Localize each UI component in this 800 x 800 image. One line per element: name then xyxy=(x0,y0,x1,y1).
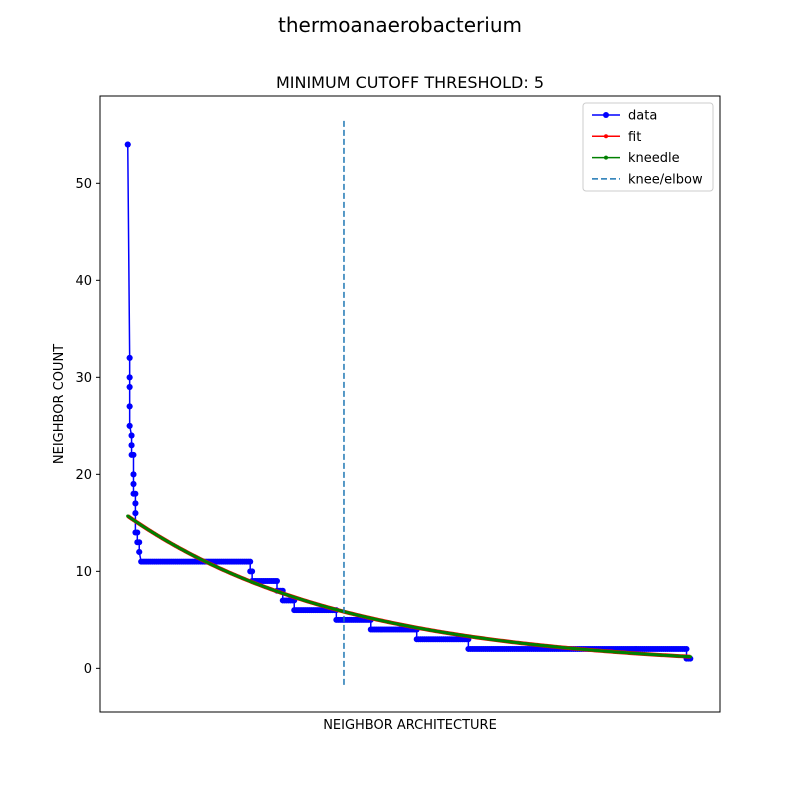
data-point xyxy=(126,354,133,361)
data-point xyxy=(132,490,139,497)
legend-marker xyxy=(603,112,609,118)
y-tick-label: 10 xyxy=(75,565,92,580)
legend-marker xyxy=(604,155,608,160)
x-axis-label: NEIGHBOR ARCHITECTURE xyxy=(323,718,497,733)
data-point xyxy=(136,548,143,555)
legend-label: knee/elbow xyxy=(628,172,703,187)
data-point xyxy=(274,578,281,585)
data-series-line xyxy=(127,144,691,660)
y-tick-label: 40 xyxy=(75,274,92,289)
y-tick-label: 50 xyxy=(75,177,92,192)
figure-title: thermoanaerobacterium xyxy=(278,13,522,37)
legend-label: fit xyxy=(628,130,641,145)
plot-area xyxy=(124,118,694,685)
data-point xyxy=(128,432,135,439)
data-point xyxy=(683,645,690,652)
y-tick-label: 0 xyxy=(84,662,92,677)
legend-label: data xyxy=(628,109,657,124)
data-point xyxy=(136,539,143,546)
chart-title: MINIMUM CUTOFF THRESHOLD: 5 xyxy=(276,73,544,92)
data-markers xyxy=(124,141,694,662)
data-point xyxy=(126,374,133,381)
legend-marker xyxy=(604,134,608,139)
data-point xyxy=(130,481,137,488)
data-point xyxy=(134,529,141,536)
data-point xyxy=(126,403,133,410)
kneedle-series-line xyxy=(127,515,691,658)
data-point xyxy=(126,422,133,429)
kneedle-markers xyxy=(126,514,692,659)
legend-item: fit xyxy=(592,130,641,145)
y-tick-label: 20 xyxy=(75,468,92,483)
data-point xyxy=(124,141,131,148)
legend-item: knee/elbow xyxy=(592,172,703,187)
axes-frame xyxy=(99,95,721,713)
y-axis: 0 10 20 30 40 50 xyxy=(75,177,100,677)
data-point xyxy=(249,568,256,575)
data-point xyxy=(128,442,135,449)
legend-item: kneedle xyxy=(592,151,680,166)
data-point xyxy=(126,384,133,391)
fit-series-line xyxy=(126,514,691,659)
legend-item: data xyxy=(592,109,657,124)
kneedle-point xyxy=(688,655,692,659)
data-point xyxy=(130,451,137,458)
y-axis-label: NEIGHBOR COUNT xyxy=(52,344,67,464)
y-tick-label: 30 xyxy=(75,371,92,386)
data-point xyxy=(247,558,254,565)
legend-box xyxy=(582,102,714,192)
data-point xyxy=(132,500,139,507)
data-point xyxy=(132,510,139,517)
data-point xyxy=(130,471,137,478)
legend: data fit kneedle knee/elbow xyxy=(582,102,714,192)
legend-label: kneedle xyxy=(628,151,680,166)
